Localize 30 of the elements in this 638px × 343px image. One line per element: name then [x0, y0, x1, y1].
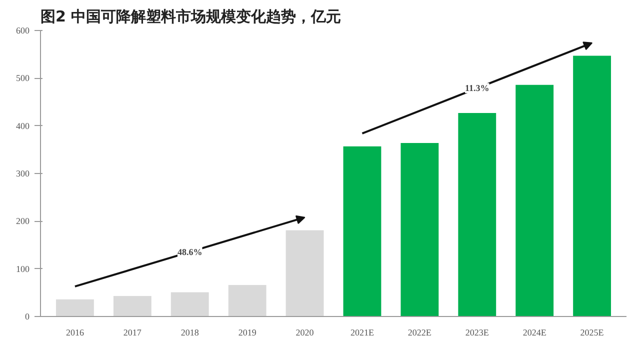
- bar: [516, 84, 554, 316]
- annotation: 48.6%: [178, 246, 202, 257]
- y-tick-label: 100: [16, 264, 30, 274]
- x-tick-label: 2025E: [580, 328, 604, 338]
- bar: [343, 146, 382, 316]
- annotation: 11.3%: [465, 83, 490, 94]
- x-tick-label: 2024E: [522, 328, 547, 338]
- bar: [458, 112, 496, 316]
- x-tick-label: 2016: [66, 328, 84, 338]
- x-tick-label: 2022E: [408, 328, 432, 338]
- x-tick-label: 2018: [180, 328, 200, 338]
- bar: [170, 292, 209, 316]
- bar: [56, 299, 94, 316]
- y-tick-label: 500: [16, 73, 30, 84]
- chart-title: 图2 中国可降解塑料市场规模变化趋势，亿元: [40, 8, 342, 26]
- y-tick-label: 600: [16, 26, 30, 36]
- bar: [228, 285, 266, 316]
- x-tick-label: 2017: [123, 328, 142, 338]
- y-tick-label: 400: [16, 120, 30, 131]
- y-tick-label: 300: [16, 168, 30, 178]
- bar: [573, 56, 611, 316]
- x-tick-label: 2020: [296, 328, 314, 338]
- y-tick-label: 200: [16, 216, 30, 226]
- x-tick-label: 2021E: [350, 328, 374, 338]
- bar: [113, 296, 152, 316]
- bar: [400, 142, 439, 316]
- bar: [286, 230, 324, 316]
- x-tick-label: 2023E: [465, 328, 490, 338]
- y-tick-label: 0: [25, 312, 30, 322]
- x-tick-label: 2019: [238, 328, 257, 338]
